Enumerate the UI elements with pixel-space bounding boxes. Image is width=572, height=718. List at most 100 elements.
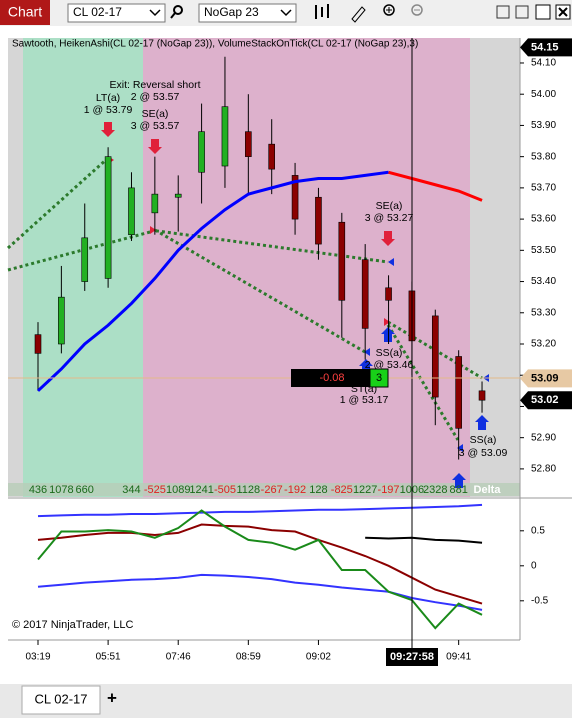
bartype-value: NoGap 23 — [204, 5, 259, 19]
candle-body — [58, 296, 65, 345]
candle-body — [104, 156, 112, 279]
y-tick-label: 53.30 — [531, 307, 556, 318]
zoom-in-icon[interactable] — [383, 4, 395, 16]
instrument-value: CL 02-17 — [73, 5, 122, 19]
chart-title: Sawtooth, HeikenAshi(CL 02-17 (NoGap 23)… — [12, 39, 418, 50]
crosshair-box — [291, 369, 370, 387]
crosshair-count: 3 — [376, 372, 382, 384]
close-icon — [558, 7, 568, 17]
x-tick-label: 07:46 — [166, 652, 191, 663]
y-tick-label: 53.40 — [531, 276, 556, 287]
search-icon[interactable] — [173, 5, 183, 15]
annotation: SE(a) — [142, 108, 169, 120]
annotation: 1 @ 53.79 — [84, 104, 133, 116]
candle-body — [245, 131, 252, 157]
y-tick-label: 53.50 — [531, 245, 556, 256]
annotation: SS(a) — [470, 434, 497, 446]
x-tick-label: 09:41 — [446, 652, 471, 663]
y-tick-label: 0.5 — [531, 525, 545, 536]
draw-icon[interactable] — [351, 6, 366, 23]
delta-value: 1241 — [189, 484, 213, 496]
x-tick-label: 03:19 — [25, 652, 50, 663]
candle-body — [315, 196, 322, 245]
delta-value: -525 — [144, 484, 166, 496]
candle-body — [338, 221, 346, 301]
chart-tab[interactable] — [0, 0, 50, 25]
delta-row — [8, 483, 520, 496]
crosshair-delta: -0.08 — [319, 372, 344, 384]
minimize-button[interactable] — [496, 5, 510, 19]
instrument-tab[interactable] — [21, 685, 101, 715]
bars-icon[interactable] — [315, 4, 329, 19]
annotation: SS(a) — [376, 347, 403, 359]
candle-body — [268, 143, 276, 170]
dropdown-arrow — [280, 9, 292, 17]
x-tick-label: 08:59 — [236, 652, 261, 663]
candle-body — [221, 106, 229, 167]
price-marker — [520, 369, 572, 388]
x-tick-label: 05:51 — [96, 652, 121, 663]
indicator-line — [388, 170, 483, 202]
crosshair-count-box — [369, 368, 389, 388]
indicator-line — [37, 503, 483, 518]
delta-value: 1227 — [353, 484, 377, 496]
delta-value: 436 — [29, 484, 47, 496]
price-marker-label: 53.09 — [531, 372, 559, 384]
delta-value: 128 — [309, 484, 327, 496]
restore-button[interactable] — [515, 5, 529, 19]
chart-tab-label: Chart — [8, 4, 42, 20]
price-marker-label: 53.02 — [531, 394, 559, 406]
candle-body — [455, 356, 462, 429]
delta-value: 1089 — [166, 484, 190, 496]
price-marker-label: 54.15 — [531, 41, 559, 53]
candle-body — [151, 193, 159, 214]
indicator-line — [37, 523, 483, 605]
y-tick-label: 0 — [531, 560, 537, 571]
candle-body — [431, 315, 439, 398]
annotation: 2 @ 53.46 — [365, 359, 414, 371]
delta-value: -505 — [214, 484, 236, 496]
y-tick-label: 52.80 — [531, 464, 556, 475]
annotation: LT(a) — [96, 92, 120, 104]
candle-body — [198, 131, 205, 173]
copyright: © 2017 NinjaTrader, LLC — [12, 619, 133, 631]
indicator-line — [37, 573, 483, 611]
candle-body — [478, 390, 486, 401]
delta-value: -197 — [378, 484, 400, 496]
y-tick-label: 53.20 — [531, 339, 556, 350]
delta-value: 1078 — [49, 484, 73, 496]
y-tick-label: 53.70 — [531, 183, 556, 194]
delta-value: -192 — [284, 484, 306, 496]
y-tick-label: 52.90 — [531, 432, 556, 443]
annotation: 1 @ 53.17 — [340, 394, 389, 406]
delta-value: 1128 — [237, 484, 261, 496]
short-zone — [143, 38, 470, 497]
indicator-line — [37, 509, 483, 630]
bartype-dropdown[interactable] — [198, 3, 297, 23]
y-tick-label: 53.80 — [531, 151, 556, 162]
delta-value: -267 — [261, 484, 283, 496]
candle-body — [34, 334, 42, 354]
annotation: 3 @ 53.27 — [365, 212, 414, 224]
maximize-button[interactable] — [535, 4, 551, 20]
instrument-dropdown[interactable] — [67, 3, 166, 23]
zoom-out-icon[interactable] — [411, 4, 423, 16]
add-tab[interactable]: + — [107, 688, 117, 707]
annotation: 2 @ 53.57 — [131, 91, 180, 103]
crosshair-time: 09:27:58 — [390, 651, 434, 663]
delta-value: -825 — [331, 484, 353, 496]
indicator-line — [365, 536, 483, 544]
annotation: SE(a) — [376, 200, 403, 212]
y-tick-label: 53.90 — [531, 120, 556, 131]
delta-value: 881 — [449, 484, 467, 496]
delta-value: 2328 — [423, 484, 447, 496]
indicator-line — [36, 170, 389, 392]
crosshair-time-box — [386, 648, 438, 666]
candle-body — [361, 259, 369, 329]
annotation: Exit: Reversal short — [109, 79, 200, 91]
price-marker — [520, 38, 572, 57]
x-tick-label: 09:02 — [306, 652, 331, 663]
candle-body — [81, 237, 89, 282]
sawtooth — [6, 156, 483, 441]
